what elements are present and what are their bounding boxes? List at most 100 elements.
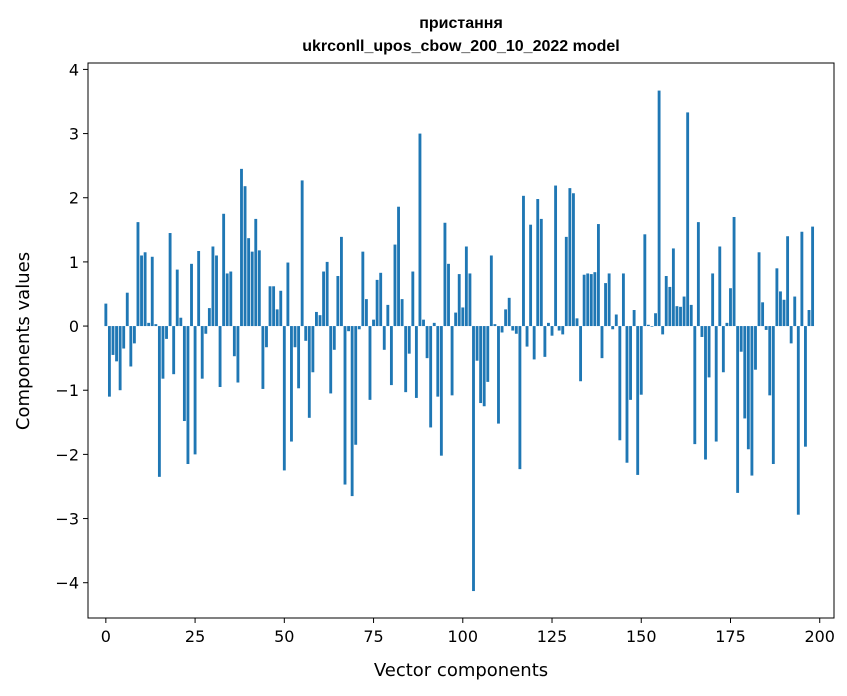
bar-92: [432, 322, 436, 327]
bar-155: [657, 90, 661, 327]
bar-21: [179, 317, 183, 327]
bar-190: [782, 299, 786, 327]
bar-49: [279, 290, 283, 327]
bar-134: [582, 274, 586, 327]
bar-153: [650, 326, 654, 327]
bar-31: [215, 255, 218, 327]
bar-75: [372, 319, 375, 327]
x-tick-label: 50: [274, 627, 294, 646]
bar-93: [436, 326, 440, 397]
bar-70: [354, 326, 358, 445]
y-axis-label: Components values: [13, 252, 34, 430]
bar-100: [461, 307, 465, 327]
bar-182: [754, 326, 757, 370]
bar-160: [675, 306, 679, 327]
bar-74: [368, 326, 372, 400]
bar-32: [218, 326, 222, 388]
bar-163: [686, 112, 690, 327]
bar-82: [397, 206, 400, 327]
bar-191: [786, 236, 790, 327]
bar-94: [439, 326, 443, 456]
bar-170: [711, 273, 715, 327]
bar-28: [204, 326, 208, 334]
bar-154: [654, 313, 657, 327]
bar-181: [750, 326, 754, 476]
bar-68: [347, 326, 350, 332]
bar-79: [386, 304, 390, 327]
bar-124: [547, 322, 550, 327]
bar-18: [168, 233, 172, 327]
bar-85: [407, 326, 411, 354]
bar-129: [564, 236, 568, 327]
bar-166: [696, 222, 700, 327]
bar-1: [107, 326, 111, 397]
bar-12: [147, 322, 151, 327]
bar-50: [282, 326, 286, 471]
bar-16: [161, 326, 165, 379]
bar-131: [572, 193, 575, 327]
bar-165: [693, 326, 697, 445]
bar-37: [236, 326, 240, 383]
bar-194: [796, 326, 800, 515]
bar-65: [336, 276, 340, 327]
bar-183: [757, 252, 761, 327]
bar-25: [193, 326, 197, 455]
bar-4: [118, 326, 122, 391]
bar-108: [489, 255, 493, 327]
bar-169: [707, 326, 711, 378]
bar-144: [618, 326, 622, 441]
bar-116: [518, 326, 522, 470]
bar-66: [340, 236, 343, 327]
bar-103: [472, 326, 475, 592]
bar-78: [382, 326, 386, 350]
bar-69: [350, 326, 354, 497]
bar-90: [425, 326, 429, 359]
bar-149: [636, 326, 640, 475]
bar-112: [504, 309, 508, 327]
bar-45: [265, 326, 268, 348]
bar-138: [596, 224, 600, 327]
bar-62: [325, 261, 329, 327]
bar-40: [247, 238, 251, 327]
bar-177: [736, 326, 740, 493]
bar-67: [343, 326, 347, 485]
bar-35: [229, 271, 233, 327]
bar-157: [664, 276, 668, 327]
bar-64: [332, 326, 336, 350]
bar-27: [200, 326, 204, 379]
bar-59: [315, 311, 318, 327]
bar-89: [422, 319, 425, 327]
bar-15: [157, 326, 161, 477]
bar-13: [150, 256, 154, 327]
bar-189: [779, 291, 782, 327]
bar-127: [557, 326, 561, 331]
chart-title-line2: ukrconll_upos_cbow_200_10_2022 model: [302, 38, 619, 55]
bar-42: [254, 218, 258, 327]
bar-11: [143, 252, 147, 327]
x-axis-ticks: 0 25 50 75 100 125 150 175 200: [101, 618, 835, 646]
bar-63: [329, 326, 333, 394]
bar-184: [761, 302, 765, 327]
bar-114: [511, 326, 515, 331]
bar-29: [207, 308, 211, 327]
bar-132: [575, 318, 579, 327]
bar-179: [743, 326, 747, 419]
bar-3: [115, 326, 118, 362]
bar-162: [682, 296, 686, 327]
bar-76: [375, 279, 379, 327]
bar-23: [186, 326, 190, 465]
bar-180: [746, 326, 750, 450]
bar-115: [514, 326, 518, 334]
bar-113: [507, 297, 511, 327]
bar-38: [240, 168, 243, 327]
bar-186: [768, 326, 772, 396]
bar-139: [600, 326, 604, 359]
bar-136: [589, 274, 593, 327]
bar-86: [411, 271, 415, 327]
bar-73: [364, 299, 368, 327]
bar-55: [300, 180, 304, 327]
bar-52: [290, 326, 293, 442]
bar-151: [643, 234, 647, 327]
bar-10: [140, 255, 143, 327]
